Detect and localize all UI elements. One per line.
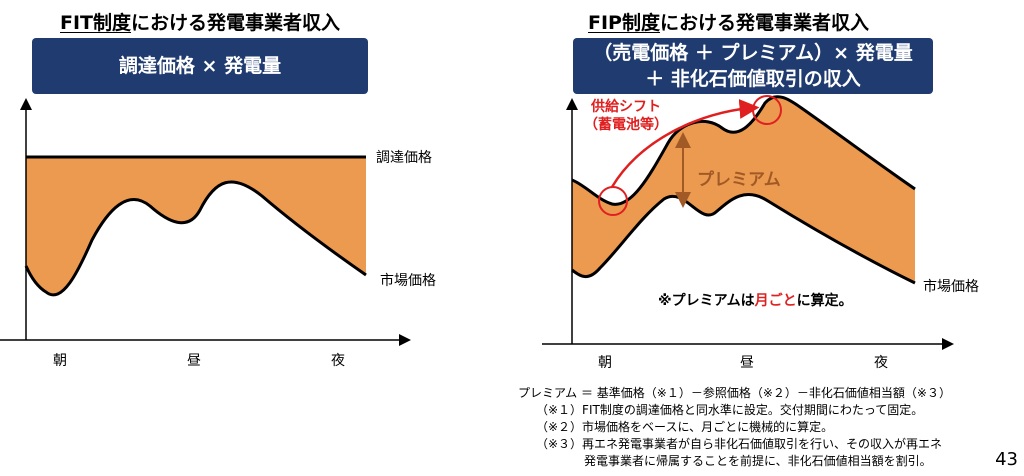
footnote-2: （※２）市場価格をベースに、月ごとに機械的に算定。 <box>536 420 834 434</box>
supply-shift-label-line1: 供給シフト <box>591 99 661 115</box>
fip-x-label-morning: 朝 <box>598 355 612 371</box>
fit-title: FIT制度における発電事業者収入 <box>60 8 380 36</box>
footnote-3: （※３）再エネ発電事業者が自ら非化石価値取引を行い、その収入が再エネ <box>536 437 943 451</box>
fip-x-label-noon: 昼 <box>740 355 754 371</box>
monthly-note-pre: ※プレミアムは <box>658 293 755 309</box>
supply-shift-label-line2: （蓄電池等） <box>584 117 668 133</box>
fit-title-rest: における発電事業者収入 <box>131 12 341 34</box>
fip-market-price-curve <box>571 193 916 285</box>
fip-formula-line1: （売電価格 ＋ プレミアム）× 発電量 <box>593 42 913 64</box>
fit-x-label-night: 夜 <box>331 353 345 369</box>
footnote-1: （※１）FIT制度の調達価格と同水準に設定。交付期間にわたって固定。 <box>536 403 924 417</box>
page-number: 43 <box>995 449 1018 470</box>
fit-formula: 調達価格 × 発電量 <box>118 55 282 77</box>
premium-label: プレミアム <box>697 170 781 190</box>
fit-x-label-morning: 朝 <box>53 353 67 369</box>
supply-shift-label: 供給シフト （蓄電池等） <box>584 98 668 134</box>
fit-diagram <box>0 98 411 346</box>
monthly-note-post: に算定。 <box>796 293 853 309</box>
fip-title-highlight: FIP制度 <box>588 12 660 34</box>
monthly-premium-note: ※プレミアムは月ごとに算定。 <box>658 290 853 310</box>
fit-formula-box: 調達価格 × 発電量 <box>32 38 368 94</box>
fit-x-label-noon: 昼 <box>187 353 201 369</box>
fip-title: FIP制度における発電事業者収入 <box>588 8 918 36</box>
premium-formula-note: プレミアム ＝ 基準価格（※１）－参照価格（※２）－非化石価値相当額（※３） <box>518 386 951 400</box>
supply-shift-arrow <box>610 98 760 188</box>
fip-formula-line2: ＋ 非化石価値取引の収入 <box>645 68 861 90</box>
fip-x-label-night: 夜 <box>874 355 888 371</box>
fip-upper-curve <box>571 95 916 206</box>
fip-title-rest: における発電事業者収入 <box>659 12 869 34</box>
monthly-note-highlight: 月ごと <box>754 293 797 309</box>
fit-procurement-price-label: 調達価格 <box>376 150 432 166</box>
footnote-3-cont: 発電事業者に帰属することを前提に、非化石価値相当額を割引。 <box>584 454 932 468</box>
fit-market-price-line <box>24 180 367 297</box>
fip-market-price-label: 市場価格 <box>923 279 979 295</box>
fip-diagram <box>542 95 954 350</box>
fit-market-price-label: 市場価格 <box>380 273 436 289</box>
fit-title-highlight: FIT制度 <box>60 12 132 34</box>
fip-formula-box: （売電価格 ＋ プレミアム）× 発電量 ＋ 非化石価値取引の収入 <box>573 38 933 94</box>
fit-revenue-area <box>26 157 366 295</box>
